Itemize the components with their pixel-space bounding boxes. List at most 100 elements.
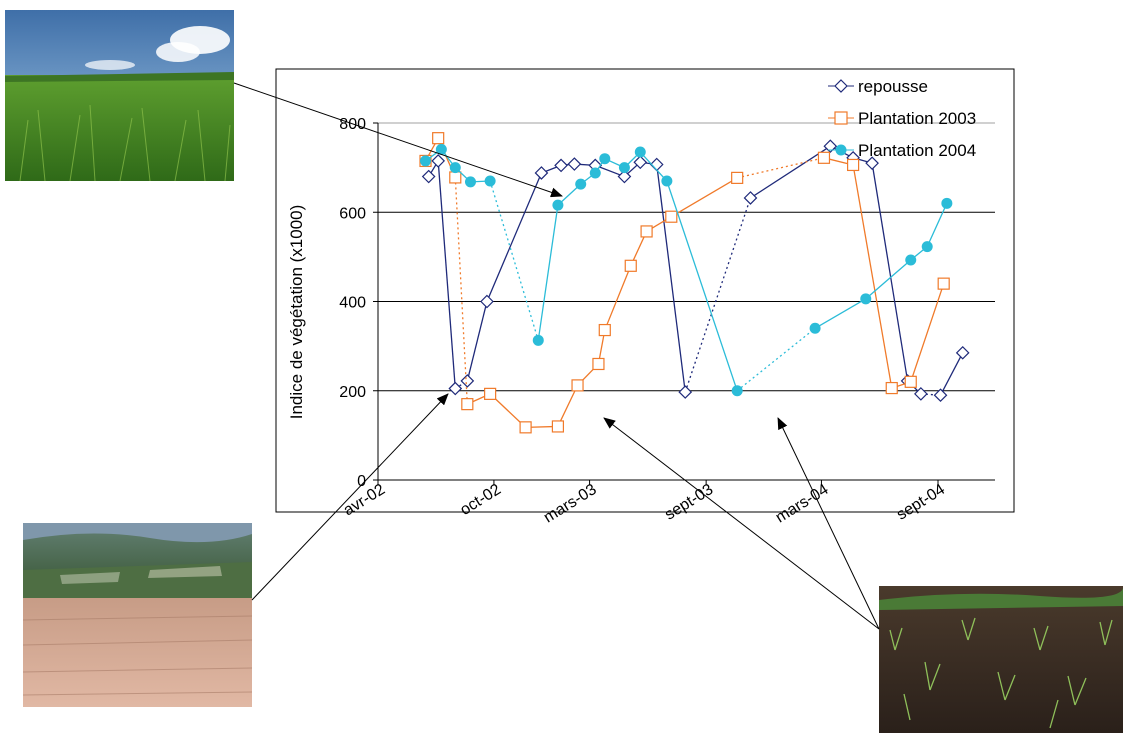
data-point [421,169,436,184]
y-tick-labels: 0 200 400 600 800 [339,116,366,490]
data-point [865,156,879,171]
data-point [661,175,673,187]
data-point [448,381,463,396]
legend: repousse Plantation 2003 Plantation 2004 [828,77,976,160]
series-segment [750,145,831,199]
data-point [885,381,898,395]
arrow-harvest-to-trough [251,393,449,601]
data-point [921,241,933,253]
series-segment [557,385,579,427]
data-point [461,398,474,411]
photo-harvested-field [22,523,253,707]
data-point [599,153,611,165]
series-segment-dashed [684,197,752,393]
series-repousse [421,139,970,403]
series-segment [926,203,948,247]
series-segment [466,301,488,382]
data-point [435,143,447,155]
data-point [905,254,917,266]
data-point [731,171,744,184]
legend-entry-plantation-2004: Plantation 2004 [828,141,976,160]
data-point [567,157,582,171]
data-point [955,345,970,360]
photo-mature-cane [5,10,234,182]
data-point [640,225,653,238]
legend-marker-diamond [834,79,848,93]
data-point [484,175,496,187]
series-segment [910,283,945,383]
data-point [624,259,637,272]
arrow-mature-to-peak [233,82,563,198]
legend-label-plantation-2003: Plantation 2003 [858,109,976,128]
legend-marker-circle [835,144,847,156]
series-plantation-2004 [420,143,953,397]
data-point [847,158,860,172]
y-tick-label: 200 [339,384,366,401]
data-point [592,357,605,371]
data-point [449,162,461,174]
data-point [633,155,648,170]
series-segment [437,160,456,389]
series-segment-dashed [736,327,816,392]
data-point [589,167,601,179]
legend-marker-square [834,111,848,125]
series-segment [537,205,559,341]
series-plantation-2003 [419,132,950,434]
series-segment [666,180,738,391]
series-segment [871,163,909,382]
data-point [464,176,476,188]
axes [373,122,995,485]
series-segment [639,151,668,182]
data-point [665,210,678,223]
data-point [449,171,462,184]
series-segment [604,265,632,331]
data-point [552,199,564,211]
data-point [554,158,568,173]
data-point [551,420,565,433]
data-point [532,334,544,346]
annotation-arrows [233,82,880,630]
series-segment [656,164,686,393]
data-point [460,374,475,388]
photo-young-cane [879,586,1123,733]
data-point [484,387,497,400]
y-tick-label: 600 [339,205,366,222]
data-point [809,322,821,334]
legend-entry-repousse: repousse [828,77,928,96]
legend-entry-plantation-2003: Plantation 2003 [828,109,976,128]
series-segment [865,259,912,300]
data-point [575,178,587,190]
series-segment [486,172,543,302]
y-axis-title: Indice de végétation (x1000) [287,205,306,420]
data-point [743,191,758,205]
data-point [571,379,584,392]
series-layer [419,132,970,434]
data-point [860,293,872,305]
data-point [937,277,950,290]
data-point [420,155,432,167]
arrow-young-to-2004-trough [777,417,880,630]
data-point [534,166,549,180]
data-point [519,421,532,434]
data-point [731,385,743,397]
data-point [904,375,917,388]
series-segment [814,298,867,329]
data-point [598,323,611,337]
data-point [634,146,646,158]
data-point [618,162,630,174]
data-point [480,294,494,309]
series-segment [852,164,893,389]
arrow-young-to-2003-trough [603,417,880,630]
data-point [817,151,831,164]
data-point [678,385,693,399]
series-segment [670,177,738,218]
data-point [823,139,838,154]
chart-frame [275,68,1015,513]
y-tick-label: 800 [339,116,366,133]
data-point [914,387,928,401]
y-tick-label: 400 [339,295,366,312]
data-point [617,169,632,184]
y-tick-label: 0 [357,473,366,490]
data-point [432,132,445,145]
